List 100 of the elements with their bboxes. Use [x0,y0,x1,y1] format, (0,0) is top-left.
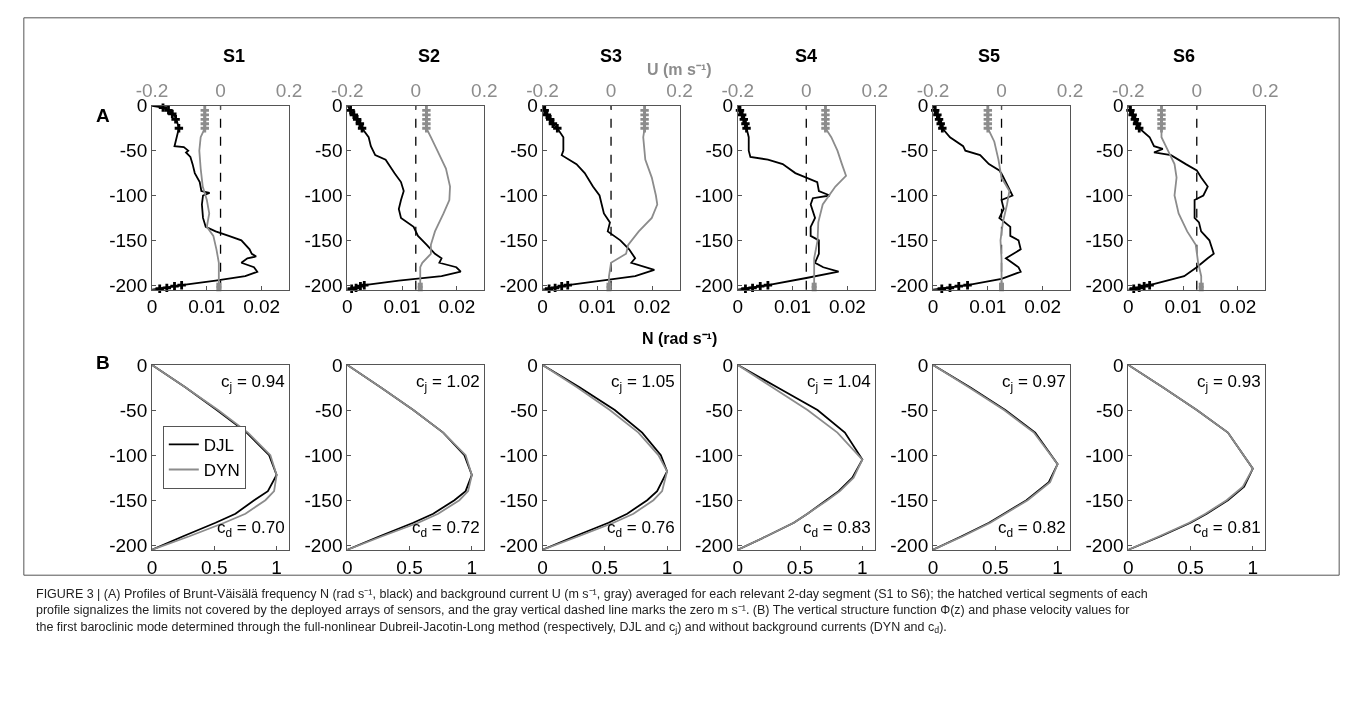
y-tick-label: -100 [890,444,929,466]
y-tick-label: -150 [304,489,343,511]
x-tick-label: 1 [1247,556,1259,578]
y-tick-label: -150 [1085,229,1124,251]
annotation: c$_{d}$ = 0.76 [607,518,675,540]
y-tick-label: -150 [109,229,148,251]
annotation: c$_{j}$ = 0.97 [1002,372,1066,394]
y-tick-label: 0 [917,354,929,376]
y-tick-label: -100 [499,444,538,466]
y-tick-label: -50 [705,399,733,421]
x-tick-label: 0.01 [578,296,616,318]
y-tick-label: -50 [119,399,148,421]
x2-tick-label: 0 [996,80,1007,102]
y-tick-label: -150 [499,489,538,511]
y-tick-label: -150 [890,489,929,511]
x-tick-label: 0.02 [828,296,866,318]
annotation: c$_{d}$ = 0.82 [998,518,1066,540]
x-tick-label: 0.01 [188,296,226,318]
y-tick-label: -100 [109,185,148,207]
x-tick-label: 0.5 [396,556,423,578]
annotation: c$_{j}$ = 1.05 [611,372,675,394]
x2-tick-label: 0 [605,80,617,102]
x-tick-label: 0.01 [383,296,421,318]
x2-tick-label: 0 [215,80,226,102]
x2-tick-label: 0.2 [471,80,498,102]
y-tick-label: -150 [694,229,733,251]
annotation: c$_{j}$ = 1.02 [416,372,480,394]
chart-title: S6 [1173,46,1196,66]
y-tick-label: -50 [900,140,929,162]
chart-title: S3 [600,46,623,66]
annotation: c$_{d}$ = 0.81 [1193,518,1261,540]
y-tick-label: -100 [304,185,343,207]
x-tick-label: 0.02 [633,296,671,318]
x-axis-title: N (rad s⁻¹) [642,330,718,347]
y-tick-label: -100 [499,185,538,207]
x-tick-label: 0.02 [438,296,476,318]
y-tick-label: -50 [900,399,929,421]
y-tick-label: 0 [136,354,148,376]
y-tick-label: -50 [1096,140,1124,162]
x-tick-label: 0.5 [982,556,1009,578]
y-tick-label: 0 [1112,354,1124,376]
y-tick-label: -200 [1085,274,1124,296]
y-tick-label: -100 [1085,444,1124,466]
y-tick-label: -150 [890,229,929,251]
y-tick-label: -100 [109,444,148,466]
annotation: c$_{j}$ = 1.04 [807,372,871,394]
y-tick-label: -150 [1085,489,1124,511]
y-tick-label: -200 [499,534,538,556]
text: B [96,352,110,373]
x-tick-label: 1 [271,556,282,578]
text: A [96,105,110,126]
x2-tick-label: 0 [410,80,422,102]
y-tick-label: -50 [315,399,343,421]
x-tick-label: 0.02 [1024,296,1062,318]
y-tick-label: -50 [1096,399,1124,421]
caption: FIGURE 3 | (A) Profiles of Brunt-Väisälä frequency N (rad s⁻¹, black) and background current U (m s⁻¹, gray) averaged for each relevant 2-day segment (S1 to S6); the hatched vertical segments of each profile signalizes the limits not covered by the deployed arrays of sensors, and the gray vertical dashed line marks the zero m s⁻¹. (B) The vertical structure function Φ(z) and phase velocity values for the first baroclinic mode determined through the full-nonlinear Dubreil-Jacotin-Long method (respectively, DJL and c$_{j}$) and without background currents (DYN and c$_{d}$). [36,587,1148,636]
chart-title: S5 [978,46,1001,66]
y-tick-label: -100 [694,185,733,207]
x-tick-label: 0.02 [243,296,281,318]
annotation: c$_{j}$ = 0.94 [221,372,285,394]
y-tick-label: -150 [499,229,538,251]
x2-tick-label: 0.2 [1252,80,1279,102]
x-tick-label: 1 [1052,556,1063,578]
y-tick-label: -200 [499,274,538,296]
y-tick-label: -150 [304,229,343,251]
x-tick-label: 0.5 [1177,556,1204,578]
y-tick-label: -200 [1085,534,1124,556]
y-tick-label: -150 [109,489,148,511]
x-tick-label: 1 [857,556,868,578]
x-tick-label: 1 [661,556,673,578]
y-tick-label: -50 [510,399,538,421]
y-tick-label: 0 [331,354,343,376]
chart-title: S4 [795,46,818,66]
annotation: c$_{j}$ = 0.93 [1197,372,1261,394]
annotation: c$_{d}$ = 0.70 [217,518,285,540]
y-tick-label: 0 [722,354,733,376]
y-tick-label: -50 [705,140,733,162]
x-tick-label: 0.02 [1219,296,1257,318]
x2-tick-label: 0.2 [861,80,888,102]
chart-title: S2 [418,46,441,66]
x-tick-label: 0.01 [774,296,812,318]
y-tick-label: -150 [694,489,733,511]
y-tick-label: -200 [304,274,343,296]
y-tick-label: -200 [890,534,929,556]
y-tick-label: -200 [109,274,148,296]
y-tick-label: -200 [694,274,733,296]
y-tick-label: -100 [304,444,343,466]
y-tick-label: -200 [109,534,148,556]
x2-axis-title: U (m s⁻¹) [647,61,712,78]
x-tick-label: 0.5 [591,556,619,578]
x-tick-label: 0.5 [201,556,228,578]
x2-tick-label: 0.2 [1056,80,1084,102]
y-tick-label: -200 [890,274,929,296]
x-tick-label: 0.01 [969,296,1007,318]
x-tick-label: 0.5 [786,556,814,578]
x2-tick-label: 0 [1191,80,1203,102]
x-tick-label: 0.01 [1164,296,1202,318]
x2-tick-label: 0.2 [275,80,303,102]
y-tick-label: -100 [1085,185,1124,207]
y-tick-label: -50 [315,140,343,162]
